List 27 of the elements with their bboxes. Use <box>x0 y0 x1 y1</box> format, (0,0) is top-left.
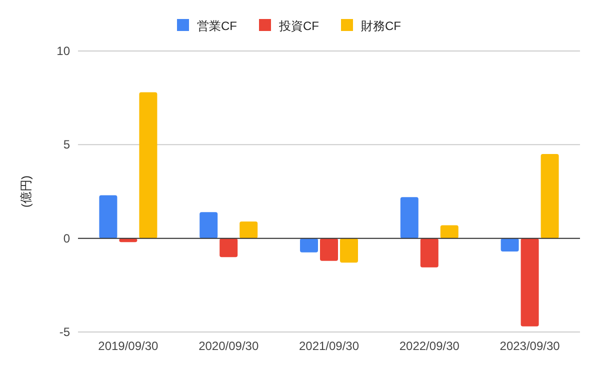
bar <box>200 212 218 238</box>
y-tick-label: -5 <box>59 325 70 339</box>
bar <box>400 197 418 238</box>
y-tick-label: 0 <box>63 231 70 246</box>
y-tick-label: 5 <box>63 138 70 152</box>
legend-label: 財務CF <box>361 19 401 33</box>
bar <box>540 154 559 238</box>
y-axis-title: (億円) <box>19 176 33 208</box>
bar <box>340 238 358 263</box>
bar <box>320 238 338 261</box>
bar <box>500 238 519 252</box>
bar <box>440 225 458 238</box>
legend-label: 営業CF <box>197 19 237 33</box>
bar <box>220 238 238 258</box>
legend-label: 投資CF <box>278 19 319 33</box>
bar <box>139 92 158 238</box>
x-tick-label: 2022/09/30 <box>399 339 460 353</box>
x-tick-label: 2020/09/30 <box>198 339 259 353</box>
bar <box>300 238 318 252</box>
bar <box>520 238 539 326</box>
x-tick-label: 2021/09/30 <box>298 339 360 353</box>
x-tick-label: 2023/09/30 <box>500 339 560 353</box>
bar <box>240 221 258 238</box>
bar <box>99 195 118 238</box>
x-tick-label: 2019/09/30 <box>98 339 159 353</box>
y-tick-label: 10 <box>56 44 70 58</box>
bar <box>420 238 438 268</box>
